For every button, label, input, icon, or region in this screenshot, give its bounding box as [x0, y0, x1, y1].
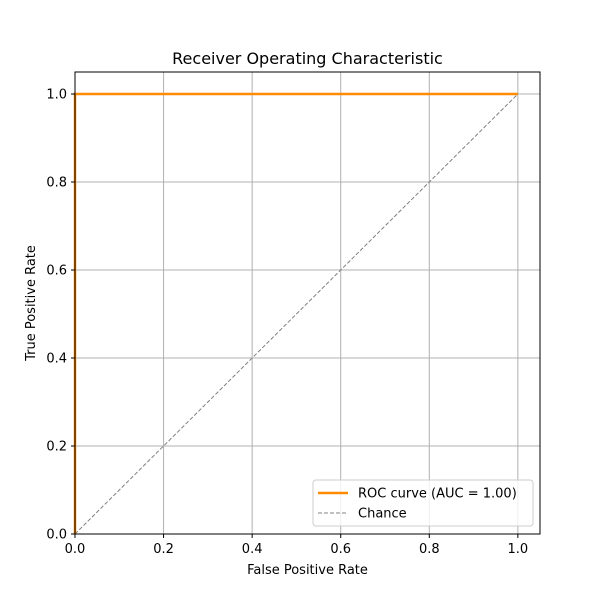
- legend-label-chance: Chance: [358, 507, 407, 522]
- y-tick-label: 1.0: [46, 88, 67, 103]
- legend-label-roc: ROC curve (AUC = 1.00): [358, 487, 517, 502]
- legend: ROC curve (AUC = 1.00) Chance: [312, 479, 534, 527]
- y-axis-label: True Positive Rate: [24, 245, 39, 362]
- x-tick-label: 0.4: [242, 542, 263, 557]
- x-tick-label: 0.6: [330, 542, 351, 557]
- grid: [74, 72, 540, 535]
- y-tick-label: 0.0: [46, 528, 67, 543]
- x-axis-label: False Positive Rate: [247, 563, 368, 578]
- y-tick-label: 0.8: [46, 176, 67, 191]
- y-tick-label: 0.6: [46, 264, 67, 279]
- y-tick-label: 0.2: [46, 440, 67, 455]
- plot-frame: [74, 71, 541, 535]
- legend-box: [312, 479, 534, 527]
- chance-line: [74, 93, 519, 535]
- x-tick-label: 0.2: [153, 542, 174, 557]
- axis-ticks: 0.0 0.2 0.4 0.6 0.8 1.0 0.0 0.2 0.4 0.6 0.8 1.0: [46, 88, 528, 558]
- chart-title: Receiver Operating Characteristic: [172, 49, 443, 68]
- x-tick-label: 1.0: [508, 542, 529, 557]
- x-tick-label: 0.0: [65, 542, 86, 557]
- y-tick-label: 0.4: [46, 352, 67, 367]
- x-tick-label: 0.8: [419, 542, 440, 557]
